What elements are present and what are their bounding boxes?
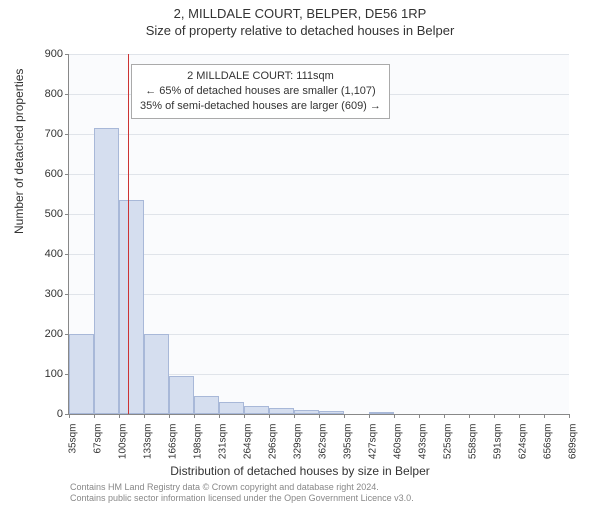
ytick-mark — [65, 214, 69, 215]
histogram-bar — [269, 408, 294, 414]
gridline — [69, 174, 569, 175]
histogram-bar — [294, 410, 319, 414]
chart-title-description: Size of property relative to detached ho… — [0, 23, 600, 38]
xtick-mark — [219, 414, 220, 418]
ytick-label: 500 — [33, 208, 63, 220]
histogram-bar — [319, 411, 344, 414]
xtick-mark — [194, 414, 195, 418]
xtick-mark — [569, 414, 570, 418]
histogram-bar — [169, 376, 194, 414]
annotation-box: 2 MILLDALE COURT: 111sqm← 65% of detache… — [131, 64, 390, 119]
xtick-mark — [544, 414, 545, 418]
ytick-label: 200 — [33, 328, 63, 340]
footer-line-1: Contains HM Land Registry data © Crown c… — [70, 482, 414, 493]
histogram-bar — [144, 334, 169, 414]
xtick-mark — [169, 414, 170, 418]
histogram-bar — [219, 402, 244, 414]
plot-area: 010020030040050060070080090035sqm67sqm10… — [68, 54, 569, 415]
xtick-mark — [119, 414, 120, 418]
ytick-label: 0 — [33, 408, 63, 420]
histogram-bar — [69, 334, 94, 414]
xtick-mark — [69, 414, 70, 418]
ytick-label: 700 — [33, 128, 63, 140]
histogram-bar — [194, 396, 219, 414]
gridline — [69, 294, 569, 295]
ytick-mark — [65, 174, 69, 175]
footer-line-2: Contains public sector information licen… — [70, 493, 414, 504]
histogram-bar — [244, 406, 269, 414]
ytick-label: 300 — [33, 288, 63, 300]
histogram-bar — [119, 200, 144, 414]
xtick-mark — [444, 414, 445, 418]
xtick-mark — [94, 414, 95, 418]
xtick-mark — [344, 414, 345, 418]
annotation-line-1: 2 MILLDALE COURT: 111sqm — [140, 69, 381, 84]
xtick-mark — [419, 414, 420, 418]
ytick-label: 800 — [33, 88, 63, 100]
ytick-label: 600 — [33, 168, 63, 180]
y-axis-label: Number of detached properties — [12, 69, 26, 234]
xtick-mark — [319, 414, 320, 418]
xtick-mark — [244, 414, 245, 418]
xtick-mark — [369, 414, 370, 418]
xtick-mark — [394, 414, 395, 418]
ytick-mark — [65, 54, 69, 55]
gridline — [69, 54, 569, 55]
gridline — [69, 254, 569, 255]
xtick-mark — [519, 414, 520, 418]
footer-attribution: Contains HM Land Registry data © Crown c… — [70, 482, 414, 505]
xtick-mark — [469, 414, 470, 418]
ytick-label: 400 — [33, 248, 63, 260]
chart-title-address: 2, MILLDALE COURT, BELPER, DE56 1RP — [0, 6, 600, 21]
xtick-mark — [269, 414, 270, 418]
gridline — [69, 134, 569, 135]
ytick-mark — [65, 254, 69, 255]
xtick-mark — [294, 414, 295, 418]
ytick-label: 100 — [33, 368, 63, 380]
chart-container: 010020030040050060070080090035sqm67sqm10… — [68, 54, 568, 414]
xtick-mark — [144, 414, 145, 418]
ytick-mark — [65, 294, 69, 295]
ytick-label: 900 — [33, 48, 63, 60]
gridline — [69, 214, 569, 215]
ytick-mark — [65, 94, 69, 95]
histogram-bar — [94, 128, 119, 414]
xtick-mark — [494, 414, 495, 418]
ytick-mark — [65, 134, 69, 135]
histogram-bar — [369, 412, 394, 414]
annotation-line-3: 35% of semi-detached houses are larger (… — [140, 99, 381, 114]
annotation-line-2: ← 65% of detached houses are smaller (1,… — [140, 84, 381, 99]
x-axis-label: Distribution of detached houses by size … — [0, 464, 600, 478]
property-marker-line — [128, 54, 130, 414]
